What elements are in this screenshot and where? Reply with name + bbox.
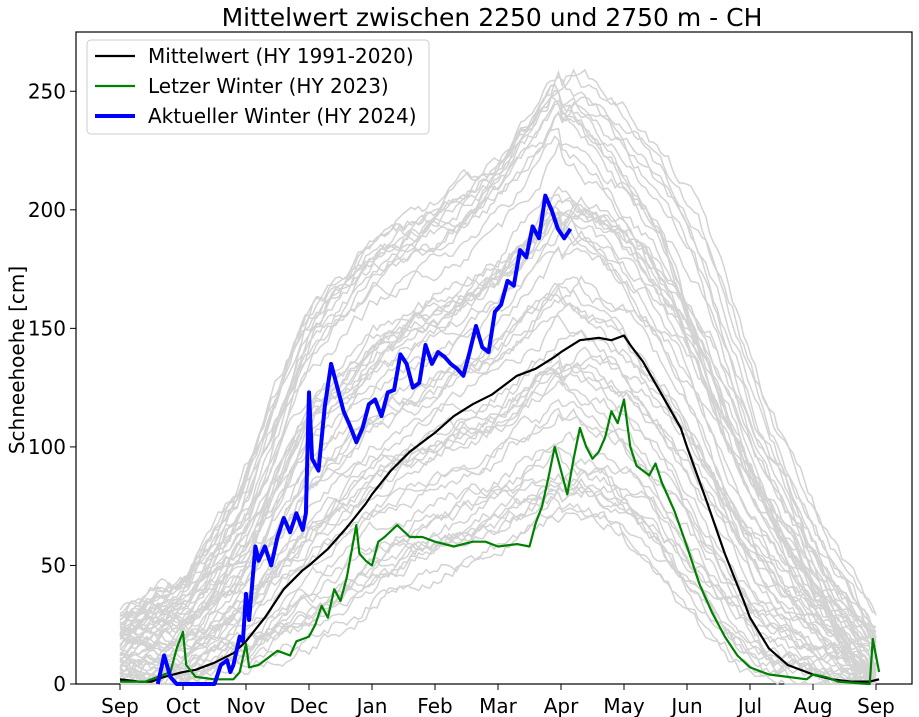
background-series-line (119, 282, 877, 678)
x-tick-label: Jul (736, 694, 762, 717)
x-tick-label: Sep (857, 694, 895, 717)
series-layer (119, 193, 881, 686)
y-axis-ticks: 0 50 100 150 200 250 (28, 79, 76, 696)
background-series-line (119, 443, 877, 685)
legend-label-last-winter: Letzer Winter (HY 2023) (148, 74, 389, 98)
series-line-mean (119, 334, 880, 683)
series-line-last-winter (120, 398, 881, 686)
x-tick-label: Feb (417, 694, 452, 717)
background-series-line (119, 276, 877, 669)
legend: Mittelwert (HY 1991-2020) Letzer Winter … (86, 39, 430, 135)
background-series-line (119, 296, 877, 675)
y-tick-label: 50 (41, 553, 66, 577)
x-tick-label: Apr (544, 694, 579, 717)
x-tick-label: Aug (793, 694, 832, 717)
x-tick-label: Mar (479, 694, 518, 717)
background-series-line (119, 96, 877, 622)
x-tick-label: Nov (226, 694, 265, 717)
y-tick-label: 100 (28, 435, 66, 459)
background-series-line (119, 195, 877, 639)
y-tick-label: 200 (28, 198, 66, 222)
background-series-line (119, 457, 876, 685)
legend-label-mean: Mittelwert (HY 1991-2020) (148, 44, 414, 68)
background-series-line (119, 484, 877, 685)
background-series-line (119, 96, 877, 638)
y-tick-label: 150 (28, 316, 66, 340)
x-tick-label: Jan (355, 694, 388, 717)
background-series-line (119, 207, 877, 641)
background-series-line (119, 205, 877, 678)
background-series-line (119, 199, 877, 648)
chart-title: Mittelwert zwischen 2250 und 2750 m - CH (222, 3, 763, 32)
legend-label-current-winter: Aktueller Winter (HY 2024) (148, 104, 417, 128)
y-axis-label: Schneehoehe [cm] (5, 266, 29, 454)
background-series-line (119, 142, 877, 639)
background-series-line (119, 185, 877, 668)
x-tick-label: Jun (669, 694, 702, 717)
background-series-line (119, 110, 877, 643)
legend-box (86, 39, 430, 135)
y-tick-label: 250 (28, 79, 66, 103)
x-axis-ticks: Sep Oct Nov Dec Jan Feb Mar Apr May Jun Jul Aug Sep (101, 684, 895, 717)
y-tick-label: 0 (53, 672, 66, 696)
background-series-line (119, 68, 877, 628)
background-series-line (119, 209, 877, 646)
background-series-line (120, 502, 877, 686)
background-series-line (119, 228, 877, 668)
x-tick-label: Sep (101, 694, 139, 717)
x-tick-label: Oct (166, 694, 201, 717)
background-series-line (119, 135, 877, 678)
background-series-line (119, 84, 877, 671)
background-series-line (120, 512, 876, 685)
series-line-current-winter (155, 193, 573, 686)
plot-area: Sep Oct Nov Dec Jan Feb Mar Apr May Jun Jul Aug Sep … (28, 31, 913, 717)
background-series-line (119, 446, 876, 685)
x-tick-label: Dec (290, 694, 329, 717)
x-tick-label: May (603, 694, 645, 717)
